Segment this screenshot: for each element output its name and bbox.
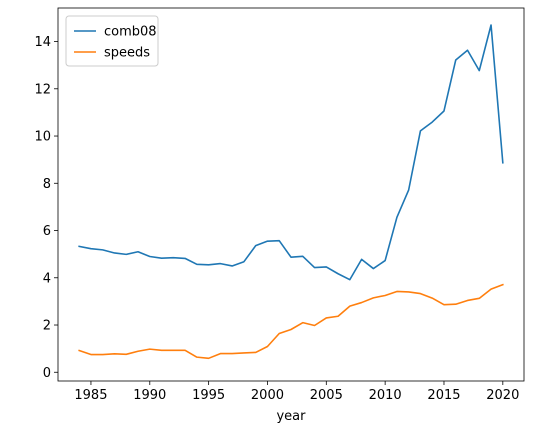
y-tick-label: 10 (34, 130, 51, 145)
axes-frame (57, 7, 525, 382)
x-tick-label: 1995 (192, 388, 225, 403)
x-tick-label: 2015 (427, 388, 460, 403)
x-tick-label: 2005 (310, 388, 343, 403)
y-tick-label: 0 (43, 366, 51, 381)
y-tick-label: 4 (43, 271, 51, 286)
y-axis-ticks: 0 2 4 6 8 10 12 14 (34, 35, 58, 381)
x-axis-ticks: 1985 1990 1995 2000 2005 2010 2015 2020 (74, 381, 519, 403)
series-line-speeds (78, 283, 504, 360)
y-tick-label: 12 (34, 82, 51, 97)
y-tick-label: 14 (34, 35, 51, 50)
legend-box (65, 15, 159, 67)
x-tick-label: 2020 (486, 388, 519, 403)
legend-label-comb08: comb08 (104, 25, 157, 40)
x-tick-label: 2010 (369, 388, 402, 403)
y-tick-label: 8 (43, 177, 51, 192)
y-tick-label: 6 (43, 224, 51, 239)
series-line-comb08 (78, 24, 504, 281)
x-tick-label: 1990 (133, 388, 166, 403)
x-tick-label: 1985 (74, 388, 107, 403)
y-tick-label: 2 (43, 319, 51, 334)
legend-label-speeds: speeds (104, 46, 150, 61)
plot-lines (78, 24, 504, 360)
legend: comb08 speeds (65, 15, 159, 67)
x-axis-label: year (276, 409, 306, 424)
x-tick-label: 2000 (251, 388, 284, 403)
